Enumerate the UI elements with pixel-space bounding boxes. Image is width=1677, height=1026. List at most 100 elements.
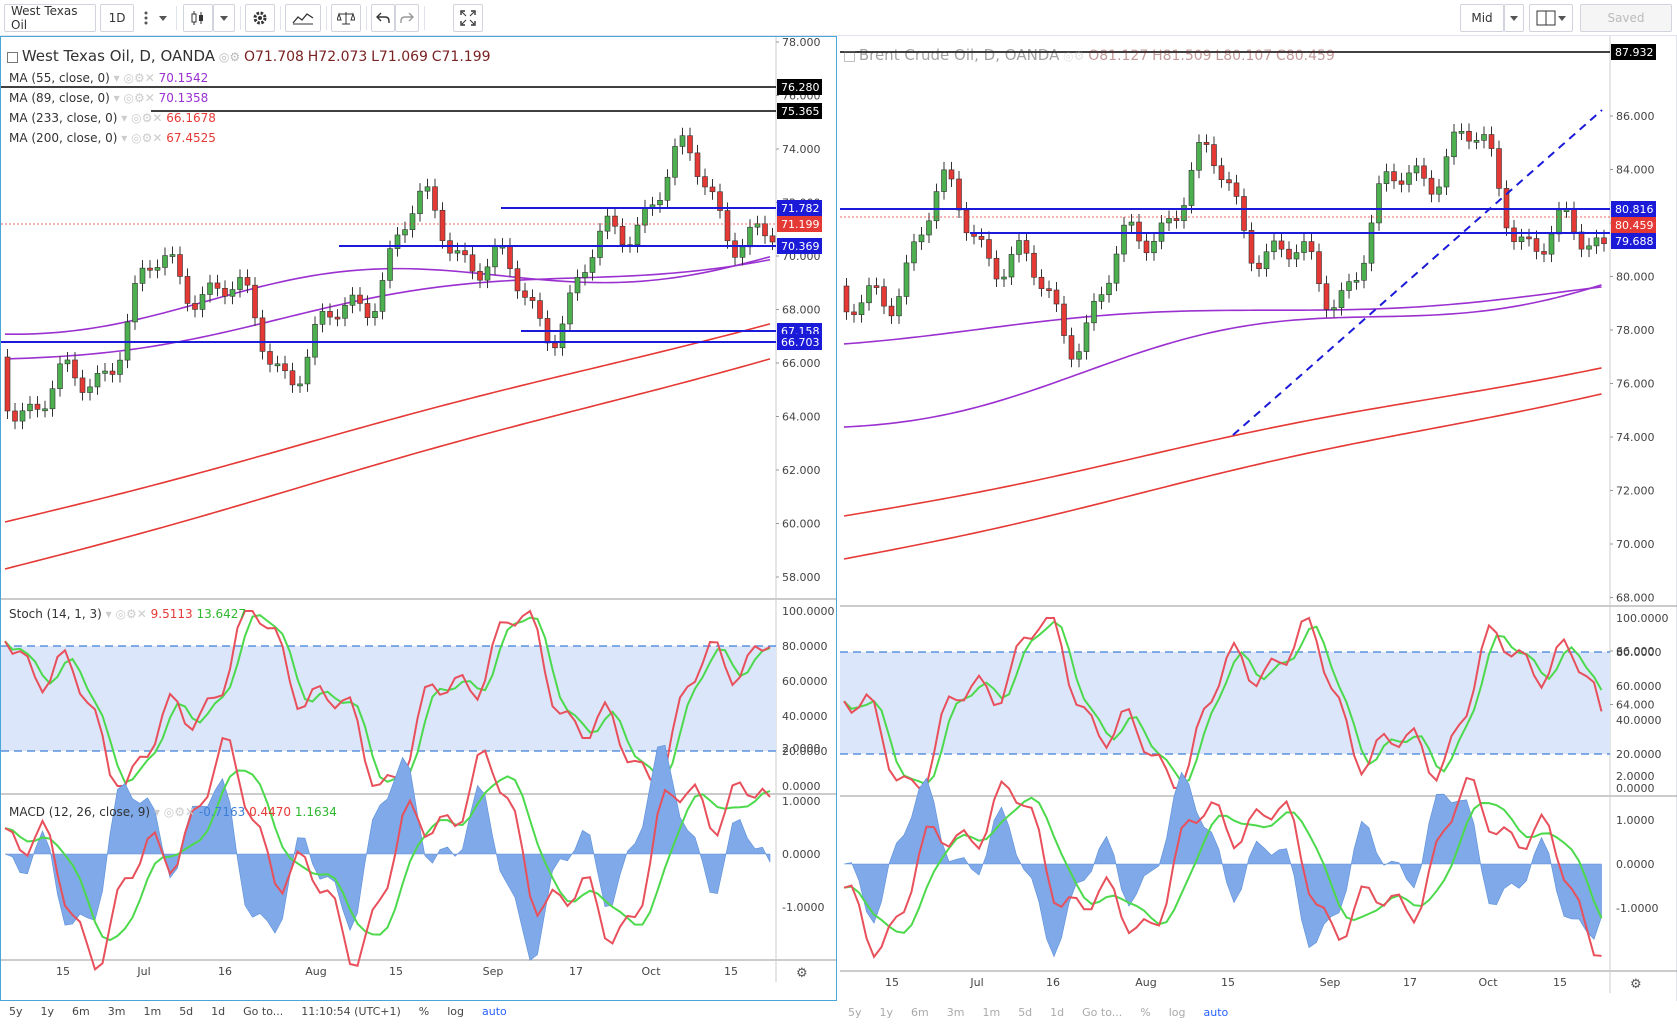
time-axis-label: 16 (1046, 976, 1060, 989)
range-button--[interactable]: % (418, 1005, 430, 1018)
chevron-down-icon[interactable] (1504, 4, 1524, 32)
legend-settings-icon[interactable]: ◎⚙ (218, 50, 241, 64)
range-button-auto[interactable]: auto (482, 1005, 507, 1018)
right-chart-pane[interactable]: 86.00084.00082.00080.00078.00076.00074.0… (840, 36, 1677, 1019)
macd-tick-label: 1.0000 (782, 795, 821, 808)
candle-body (1398, 180, 1405, 185)
range-button-6m[interactable]: 6m (911, 1006, 929, 1019)
save-button[interactable]: Saved (1580, 4, 1672, 32)
candle-body (1218, 165, 1225, 180)
left-chart-canvas[interactable]: 78.00076.00074.00072.00070.00068.00066.0… (1, 37, 836, 1000)
ma-label: MA (89, close, 0) (9, 91, 110, 105)
candle-body (169, 254, 176, 257)
undo-icon[interactable] (371, 4, 395, 32)
candle-body (911, 241, 917, 264)
range-button-5y[interactable]: 5y (848, 1006, 862, 1019)
candles-icon[interactable] (183, 4, 213, 32)
ma-controls-icon[interactable]: ▾ ◎⚙✕ (121, 111, 163, 125)
candle-body (147, 267, 153, 271)
candle-body (1226, 179, 1232, 184)
range-button-5y[interactable]: 5y (9, 1005, 23, 1018)
range-button-1y[interactable]: 1y (879, 1006, 894, 1019)
macd-controls-icon[interactable]: ▾ ◎⚙✕ (153, 805, 196, 819)
price-label: 80.816 (1615, 203, 1654, 216)
fullscreen-icon[interactable] (453, 4, 483, 32)
range-button-log[interactable]: log (1168, 1006, 1186, 1019)
range-button-6m[interactable]: 6m (72, 1005, 90, 1018)
price-tick-label: 74.000 (782, 143, 821, 156)
compare-icon[interactable] (331, 4, 361, 32)
more-vertical-icon[interactable] (138, 4, 154, 32)
price-source-select[interactable]: Mid (1460, 4, 1504, 32)
candle-body (1383, 171, 1390, 184)
candle-body (1518, 236, 1525, 243)
range-button-go-to-[interactable]: Go to... (1082, 1006, 1123, 1019)
indicators-icon[interactable] (285, 4, 321, 32)
range-button--[interactable]: % (1140, 1006, 1151, 1019)
layout-icon[interactable] (1529, 4, 1573, 32)
macd-tick-label: 0.0000 (1616, 858, 1655, 871)
collapse-icon[interactable] (7, 52, 18, 63)
range-button-11-10-54-utc-1-[interactable]: 11:10:54 (UTC+1) (301, 1005, 401, 1018)
candle-body (387, 248, 393, 281)
candle-body (597, 230, 603, 258)
symbol-search[interactable]: West Texas Oil (4, 4, 96, 32)
chevron-down-icon[interactable] (155, 4, 171, 32)
range-button-auto[interactable]: auto (1203, 1006, 1229, 1019)
ma-controls-icon[interactable]: ▾ ◎⚙✕ (113, 71, 155, 85)
stoch-d-value: 13.6427 (196, 607, 247, 621)
range-button-3m[interactable]: 3m (107, 1005, 126, 1018)
time-axis-label: 15 (389, 965, 403, 978)
candle-body (672, 146, 678, 178)
range-button-go-to-[interactable]: Go to... (243, 1005, 284, 1018)
range-button-1d[interactable]: 1d (211, 1005, 226, 1018)
price-tick-label: 80.000 (1616, 271, 1655, 284)
candle-body (432, 186, 438, 211)
right-chart-canvas[interactable]: 86.00084.00082.00080.00078.00076.00074.0… (840, 36, 1677, 1001)
price-label-bg (777, 79, 822, 95)
range-button-1m[interactable]: 1m (143, 1005, 162, 1018)
candle-body (274, 363, 281, 367)
range-button-1m[interactable]: 1m (982, 1006, 1001, 1019)
left-symbol-title: West Texas Oil, D, OANDA (21, 47, 216, 65)
collapse-icon[interactable] (844, 51, 855, 62)
candle-body (993, 258, 1000, 280)
stoch-controls-icon[interactable]: ▾ ◎⚙✕ (105, 607, 147, 621)
price-tick-label: 72.000 (1616, 485, 1655, 498)
candle-body (417, 190, 423, 214)
candle-body (843, 285, 850, 313)
candle-body (1046, 288, 1052, 291)
candle-body (642, 207, 648, 226)
chart-type-dropdown[interactable] (213, 4, 235, 32)
candle-body (1031, 252, 1037, 278)
candle-body (1248, 230, 1255, 264)
range-button-5d[interactable]: 5d (179, 1005, 194, 1018)
gear-icon[interactable] (245, 4, 275, 32)
price-tick-label: 84.000 (1616, 164, 1655, 177)
stoch-band (840, 652, 1610, 754)
range-button-3m[interactable]: 3m (946, 1006, 965, 1019)
left-chart-pane[interactable]: 78.00076.00074.00072.00070.00068.00066.0… (0, 36, 837, 1018)
candle-body (244, 277, 251, 286)
candle-body (619, 225, 626, 245)
candle-body (1293, 252, 1300, 260)
candle-body (492, 246, 498, 268)
legend-settings-icon[interactable]: ◎⚙ (1063, 49, 1085, 63)
candle-body (57, 363, 63, 389)
ma-controls-icon[interactable]: ▾ ◎⚙✕ (113, 91, 155, 105)
candle-body (192, 303, 198, 310)
price-tick-label: 78.000 (782, 37, 821, 49)
candle-body (1278, 240, 1285, 250)
price-label: 71.782 (781, 202, 820, 215)
range-button-1y[interactable]: 1y (40, 1005, 55, 1018)
range-button-log[interactable]: log (447, 1005, 464, 1018)
redo-icon[interactable] (395, 4, 419, 32)
macd-histogram (4, 744, 771, 961)
ma-label: MA (233, close, 0) (9, 111, 118, 125)
range-button-1d[interactable]: 1d (1050, 1006, 1065, 1019)
ma89-line (843, 286, 1602, 345)
range-button-5d[interactable]: 5d (1018, 1006, 1033, 1019)
interval-button[interactable]: 1D (100, 4, 134, 32)
time-axis-label: 15 (885, 976, 899, 989)
ma-controls-icon[interactable]: ▾ ◎⚙✕ (121, 131, 163, 145)
